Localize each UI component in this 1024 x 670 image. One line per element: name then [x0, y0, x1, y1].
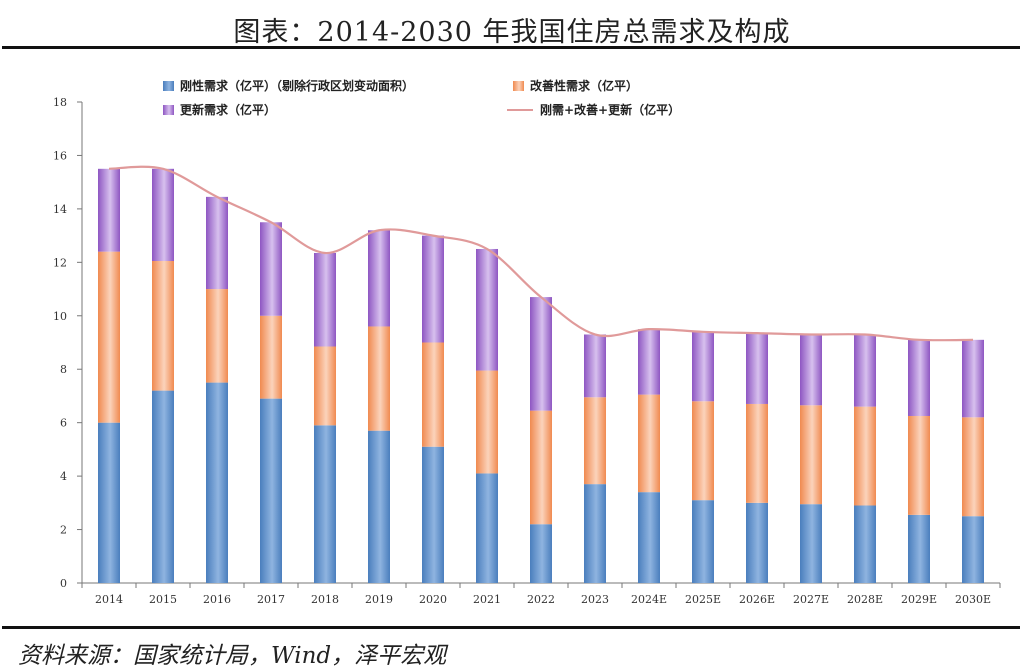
bar-rigid — [584, 484, 606, 583]
x-tick-label: 2030E — [955, 593, 991, 606]
bar-improve — [584, 397, 606, 485]
bar-renew — [746, 333, 768, 404]
chart-total-line — [108, 165, 974, 342]
y-tick-label: 18 — [53, 96, 67, 109]
total-demand-line — [108, 165, 974, 342]
bar-improve — [530, 410, 552, 525]
legend-renew-swatch — [163, 105, 174, 115]
legend-improve-swatch — [513, 81, 524, 91]
legend-total: 刚需+改善+更新（亿平） — [507, 102, 680, 117]
page-title: 图表：2014-2030 年我国住房总需求及构成 — [233, 17, 791, 48]
x-tick-label: 2022 — [527, 593, 555, 606]
x-tick-label: 2024E — [631, 593, 667, 606]
y-tick-label: 10 — [53, 310, 67, 323]
bar-renew — [908, 339, 930, 416]
bar-improve — [476, 370, 498, 474]
x-tick-label: 2014 — [95, 593, 123, 606]
bar-improve — [368, 326, 390, 431]
bar-improve — [152, 260, 174, 391]
legend-rigid: 刚性需求（亿平）（剔除行政区划变动面积） — [163, 78, 414, 93]
bar-renew — [692, 331, 714, 402]
bar-rigid — [530, 524, 552, 583]
bar-improve — [638, 394, 660, 493]
bar-rigid — [98, 422, 120, 583]
legend-rigid-swatch — [163, 81, 174, 91]
legend-renew: 更新需求（亿平） — [163, 102, 276, 117]
x-tick-label: 2029E — [901, 593, 937, 606]
bar-rigid — [962, 516, 984, 583]
bar-renew — [206, 196, 228, 290]
bar-improve — [962, 417, 984, 517]
bar-rigid — [800, 504, 822, 583]
bar-renew — [638, 329, 660, 395]
x-tick-label: 2025E — [685, 593, 721, 606]
y-tick-label: 2 — [60, 524, 67, 537]
y-tick-label: 8 — [60, 363, 67, 376]
bar-rigid — [422, 446, 444, 583]
bar-improve — [800, 405, 822, 505]
bar-improve — [422, 342, 444, 447]
x-tick-label: 2023 — [581, 593, 609, 606]
x-tick-label: 2028E — [847, 593, 883, 606]
y-tick-label: 4 — [60, 470, 67, 483]
x-tick-label: 2019 — [365, 593, 393, 606]
y-tick-label: 6 — [60, 417, 67, 430]
x-tick-label: 2018 — [311, 593, 339, 606]
bar-rigid — [368, 430, 390, 583]
legend-improve-label: 改善性需求（亿平） — [530, 78, 638, 93]
bar-rigid — [692, 500, 714, 583]
x-tick-label: 2017 — [257, 593, 285, 606]
bar-improve — [98, 251, 120, 423]
bar-improve — [746, 403, 768, 503]
y-tick-label: 0 — [60, 577, 67, 590]
chart-bars — [98, 168, 984, 583]
legend-rigid-label: 刚性需求（亿平）（剔除行政区划变动面积） — [180, 78, 414, 93]
bar-rigid — [152, 390, 174, 583]
y-tick-label: 14 — [53, 203, 67, 216]
title-divider — [2, 46, 1020, 49]
source-note: 资料来源：国家统计局，Wind，泽平宏观 — [18, 643, 447, 669]
bar-renew — [530, 297, 552, 411]
bar-renew — [368, 230, 390, 327]
bar-improve — [908, 415, 930, 515]
bar-improve — [314, 346, 336, 426]
bar-rigid — [314, 425, 336, 583]
bar-renew — [260, 222, 282, 316]
y-tick-label: 12 — [53, 256, 67, 269]
y-tick-label: 16 — [53, 149, 67, 162]
bar-renew — [584, 334, 606, 398]
x-tick-label: 2016 — [203, 593, 231, 606]
bar-improve — [260, 315, 282, 399]
x-tick-label: 2020 — [419, 593, 447, 606]
bar-improve — [854, 406, 876, 506]
bar-renew — [152, 168, 174, 261]
x-tick-label: 2026E — [739, 593, 775, 606]
chart-legend: 刚性需求（亿平）（剔除行政区划变动面积） 改善性需求（亿平） 更新需求（亿平） 刚需+… — [163, 78, 680, 117]
bar-rigid — [206, 382, 228, 583]
bar-renew — [962, 339, 984, 418]
bar-renew — [98, 168, 120, 252]
x-tick-label: 2015 — [149, 593, 177, 606]
bar-renew — [314, 252, 336, 347]
x-tick-label: 2021 — [473, 593, 501, 606]
x-tick-label: 2027E — [793, 593, 829, 606]
stacked-bar-line-chart: 刚性需求（亿平）（剔除行政区划变动面积） 改善性需求（亿平） 更新需求（亿平） 刚需+… — [53, 78, 1001, 606]
bar-rigid — [638, 492, 660, 583]
bar-renew — [854, 334, 876, 407]
bar-rigid — [260, 398, 282, 583]
bar-rigid — [854, 505, 876, 583]
bar-renew — [800, 334, 822, 406]
bar-rigid — [476, 473, 498, 583]
bar-renew — [422, 235, 444, 343]
legend-total-label: 刚需+改善+更新（亿平） — [540, 102, 680, 117]
source-divider — [2, 626, 1020, 629]
bar-rigid — [908, 514, 930, 583]
chart-axes: 0 2 4 6 8 10 12 14 16 18 2014 2015 2016 2017 2018 2019 2… — [53, 96, 1001, 606]
bar-improve — [692, 401, 714, 501]
bar-improve — [206, 289, 228, 383]
bar-renew — [476, 248, 498, 371]
legend-improve: 改善性需求（亿平） — [513, 78, 638, 93]
legend-renew-label: 更新需求（亿平） — [180, 102, 276, 117]
bar-rigid — [746, 502, 768, 583]
